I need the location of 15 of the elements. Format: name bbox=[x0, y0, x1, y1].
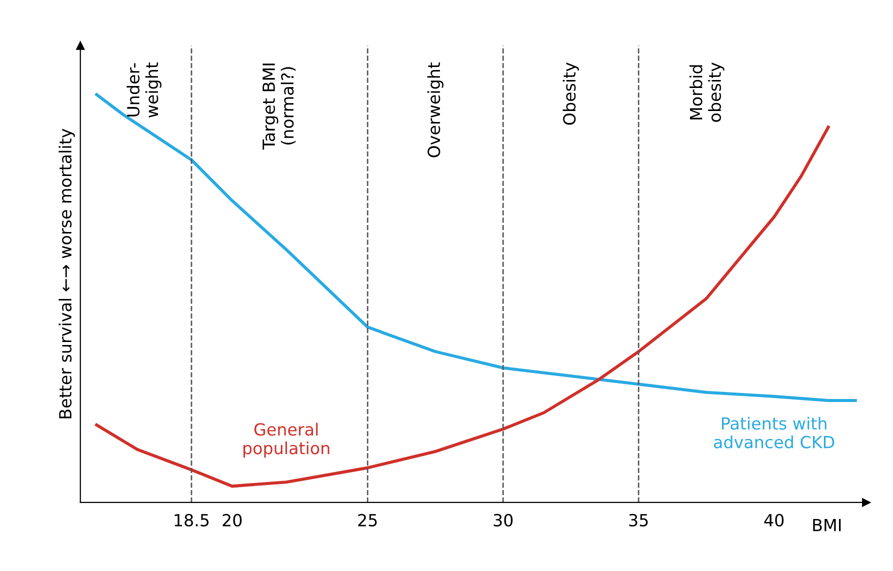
annotation: Under- weight bbox=[126, 62, 162, 118]
x-tick-label: 35 bbox=[629, 514, 648, 526]
y-axis-title: Better survival ←→ worse mortality bbox=[58, 128, 75, 418]
x-tick-label: 20 bbox=[222, 514, 242, 526]
x-tick-label: 18.5 bbox=[174, 514, 209, 526]
x-tick-label: 30 bbox=[494, 514, 513, 526]
series-label: Patients with advanced CKD bbox=[714, 416, 834, 448]
x-axis-title: BMI bbox=[813, 518, 841, 532]
annotation: Target BMI (normal?) bbox=[262, 64, 296, 150]
annotation: Obesity bbox=[562, 62, 579, 125]
annotation: Morbid obesity bbox=[689, 62, 724, 122]
annotation: Overweight bbox=[427, 62, 444, 158]
x-tick-label: 40 bbox=[764, 514, 784, 526]
x-tick-label: 25 bbox=[358, 514, 377, 526]
series-label: General population bbox=[243, 422, 330, 458]
